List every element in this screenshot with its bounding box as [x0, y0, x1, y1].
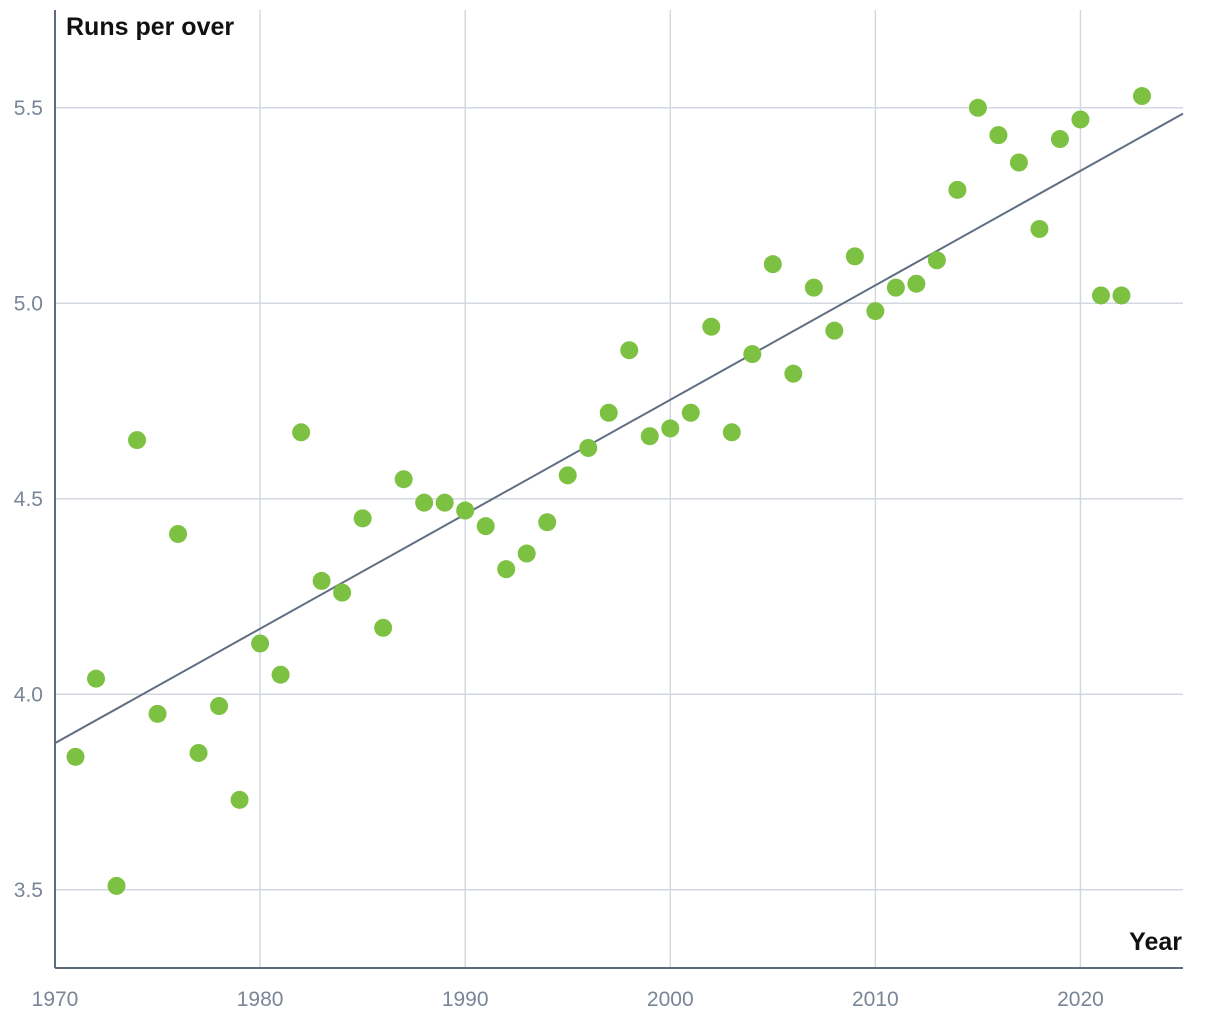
data-point-1984: [333, 583, 352, 602]
data-point-2001: [681, 403, 700, 422]
data-point-2016: [989, 126, 1008, 145]
x-tick-label-2000: 2000: [647, 988, 694, 1011]
data-point-1972: [87, 669, 106, 688]
data-point-2008: [825, 321, 844, 340]
data-point-2009: [845, 247, 864, 266]
data-point-2004: [743, 345, 762, 364]
data-point-1985: [353, 509, 372, 528]
data-point-2019: [1050, 130, 1069, 149]
data-point-2018: [1030, 219, 1049, 238]
x-tick-labels: 1970 1980 1990 2000 2010 2020: [32, 988, 1104, 1011]
trend-line: [54, 112, 1184, 745]
data-point-2023: [1132, 87, 1151, 106]
data-point-1974: [128, 431, 147, 450]
data-point-2003: [722, 423, 741, 442]
x-axis-title: Year: [1129, 928, 1182, 956]
y-gridlines: [55, 107, 1183, 891]
data-point-2006: [784, 364, 803, 383]
data-point-1983: [312, 571, 331, 590]
data-point-1976: [169, 524, 188, 543]
data-point-1994: [538, 513, 557, 532]
data-point-2000: [661, 419, 680, 438]
y-tick-label-1: 4.0: [14, 683, 43, 706]
data-point-2013: [927, 251, 946, 270]
data-point-1988: [415, 493, 434, 512]
x-gridlines: [259, 10, 1082, 968]
data-point-2005: [763, 255, 782, 274]
x-tick-label-1980: 1980: [237, 988, 284, 1011]
data-point-2014: [948, 180, 967, 199]
data-point-1973: [107, 876, 126, 895]
data-point-1987: [394, 470, 413, 489]
data-point-1986: [374, 618, 393, 637]
data-point-1977: [189, 743, 208, 762]
data-point-2020: [1071, 110, 1090, 129]
data-point-1975: [148, 704, 167, 723]
data-point-1989: [435, 493, 454, 512]
data-point-1981: [271, 665, 290, 684]
data-point-2011: [886, 278, 905, 297]
data-point-2010: [866, 302, 885, 321]
y-tick-label-2: 4.5: [14, 488, 43, 511]
data-point-1997: [599, 403, 618, 422]
y-tick-labels: 3.5 4.0 4.5 5.0 5.5: [14, 97, 43, 902]
data-point-1991: [476, 517, 495, 536]
data-point-2002: [702, 317, 721, 336]
data-point-1990: [456, 501, 475, 520]
x-tick-label-1990: 1990: [442, 988, 489, 1011]
x-tick-label-1970: 1970: [32, 988, 79, 1011]
x-tick-label-2020: 2020: [1057, 988, 1104, 1011]
data-point-2021: [1091, 286, 1110, 305]
y-tick-label-3: 5.0: [14, 292, 43, 315]
data-point-1982: [292, 423, 311, 442]
data-point-1978: [210, 697, 229, 716]
data-point-1996: [579, 438, 598, 457]
data-point-1993: [517, 544, 536, 563]
data-point-1980: [251, 634, 270, 653]
data-point-1971: [66, 747, 85, 766]
data-point-1992: [497, 560, 516, 579]
data-point-2017: [1009, 153, 1028, 172]
data-point-1998: [620, 341, 639, 360]
data-point-2007: [804, 278, 823, 297]
data-point-2012: [907, 274, 926, 293]
data-point-1999: [640, 427, 659, 446]
data-point-2022: [1112, 286, 1131, 305]
x-tick-label-2010: 2010: [852, 988, 899, 1011]
data-points: [66, 87, 1151, 895]
y-tick-label-4: 5.5: [14, 97, 43, 120]
y-tick-label-0: 3.5: [14, 879, 43, 902]
y-axis-title: Runs per over: [66, 13, 234, 41]
data-point-2015: [968, 98, 987, 117]
data-point-1995: [558, 466, 577, 485]
data-point-1979: [230, 790, 249, 809]
